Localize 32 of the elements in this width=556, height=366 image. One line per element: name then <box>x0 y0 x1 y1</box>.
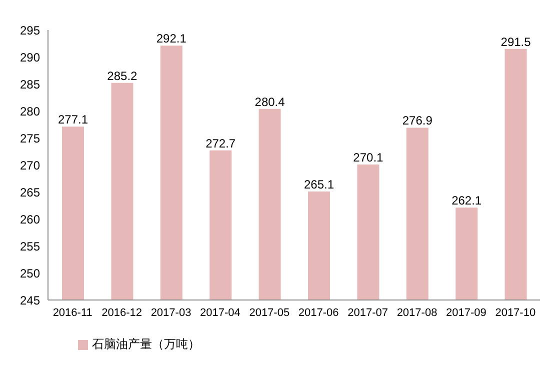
y-tick-label: 245 <box>20 293 40 308</box>
y-tick-label: 255 <box>20 239 40 254</box>
x-tick-label: 2016-12 <box>102 306 142 319</box>
data-label: 272.7 <box>206 136 236 150</box>
x-tick-label: 2016-11 <box>52 306 92 319</box>
legend-label: 石脑油产量（万吨） <box>92 337 200 351</box>
data-label: 277.1 <box>58 112 88 127</box>
data-label: 280.4 <box>254 94 286 109</box>
data-label: 292.1 <box>156 32 187 46</box>
data-label: 270.1 <box>353 150 384 164</box>
x-tick-label: 2017-04 <box>200 306 240 319</box>
y-tick-label: 295 <box>20 23 40 38</box>
y-tick-label: 280 <box>20 104 40 118</box>
y-tick-label: 270 <box>20 158 40 172</box>
y-tick-label: 265 <box>20 185 40 200</box>
y-tick-label: 250 <box>20 266 40 280</box>
x-tick-label: 2017-07 <box>348 306 388 319</box>
y-tick-label: 290 <box>20 50 40 64</box>
data-label: 265.1 <box>304 177 334 192</box>
x-tick-label: 2017-03 <box>150 306 192 319</box>
data-label: 262.1 <box>452 194 482 208</box>
data-label: 291.5 <box>500 34 532 49</box>
y-tick-label: 275 <box>20 131 40 146</box>
x-tick-label: 2017-09 <box>446 306 486 319</box>
x-tick-label: 2017-10 <box>495 306 536 319</box>
y-tick-label: 285 <box>20 77 40 92</box>
x-tick-label: 2017-08 <box>396 306 438 319</box>
data-label: 276.9 <box>402 114 433 128</box>
x-tick-label: 2017-05 <box>249 306 290 319</box>
y-tick-label: 260 <box>20 212 40 226</box>
data-label: 285.2 <box>107 68 138 83</box>
x-tick-label: 2017-06 <box>298 306 339 319</box>
